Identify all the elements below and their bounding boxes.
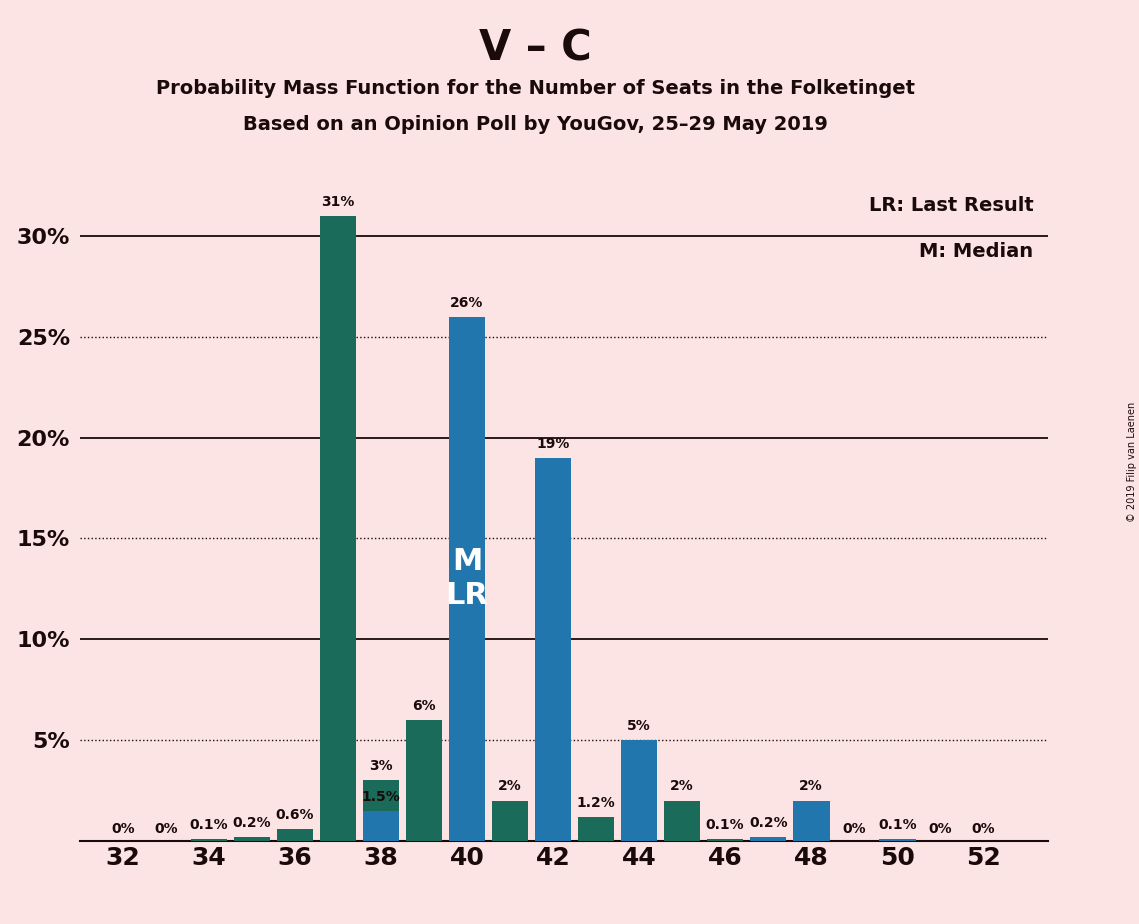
Text: 0.2%: 0.2% [748, 816, 787, 830]
Text: 0%: 0% [843, 821, 866, 836]
Text: 0%: 0% [154, 821, 178, 836]
Text: 0.2%: 0.2% [232, 816, 271, 830]
Bar [707, 839, 744, 841]
Text: 5%: 5% [628, 719, 652, 733]
Text: V – C: V – C [480, 28, 591, 69]
Bar [492, 800, 528, 841]
Text: 0%: 0% [110, 821, 134, 836]
Bar [362, 810, 400, 841]
Text: © 2019 Filip van Laenen: © 2019 Filip van Laenen [1126, 402, 1137, 522]
Text: LR: Last Result: LR: Last Result [869, 196, 1033, 214]
Bar [879, 839, 916, 841]
Text: 6%: 6% [412, 699, 436, 712]
Text: 2%: 2% [670, 780, 694, 794]
Bar [793, 800, 829, 841]
Text: 0.1%: 0.1% [189, 818, 228, 832]
Text: 3%: 3% [369, 760, 393, 773]
Bar [405, 720, 442, 841]
Text: 0%: 0% [972, 821, 995, 836]
Text: 2%: 2% [800, 780, 823, 794]
Bar [277, 829, 313, 841]
Bar [320, 216, 357, 841]
Bar [233, 837, 270, 841]
Bar [449, 317, 485, 841]
Text: M: Median: M: Median [919, 242, 1033, 261]
Text: 0%: 0% [928, 821, 952, 836]
Text: 0.1%: 0.1% [878, 818, 917, 832]
Text: M
LR: M LR [445, 547, 489, 610]
Text: 31%: 31% [321, 195, 354, 209]
Bar [190, 839, 227, 841]
Text: 2%: 2% [498, 780, 522, 794]
Bar [535, 457, 572, 841]
Text: 1.2%: 1.2% [576, 796, 615, 809]
Bar [577, 817, 614, 841]
Bar [664, 800, 700, 841]
Text: 0.6%: 0.6% [276, 808, 314, 821]
Text: Based on an Opinion Poll by YouGov, 25–29 May 2019: Based on an Opinion Poll by YouGov, 25–2… [243, 116, 828, 135]
Bar [749, 837, 787, 841]
Text: 0.1%: 0.1% [706, 818, 745, 832]
Text: Probability Mass Function for the Number of Seats in the Folketinget: Probability Mass Function for the Number… [156, 79, 915, 98]
Bar [621, 740, 657, 841]
Text: 1.5%: 1.5% [361, 789, 400, 804]
Bar [362, 781, 400, 841]
Text: 26%: 26% [450, 296, 484, 310]
Text: 19%: 19% [536, 437, 570, 451]
